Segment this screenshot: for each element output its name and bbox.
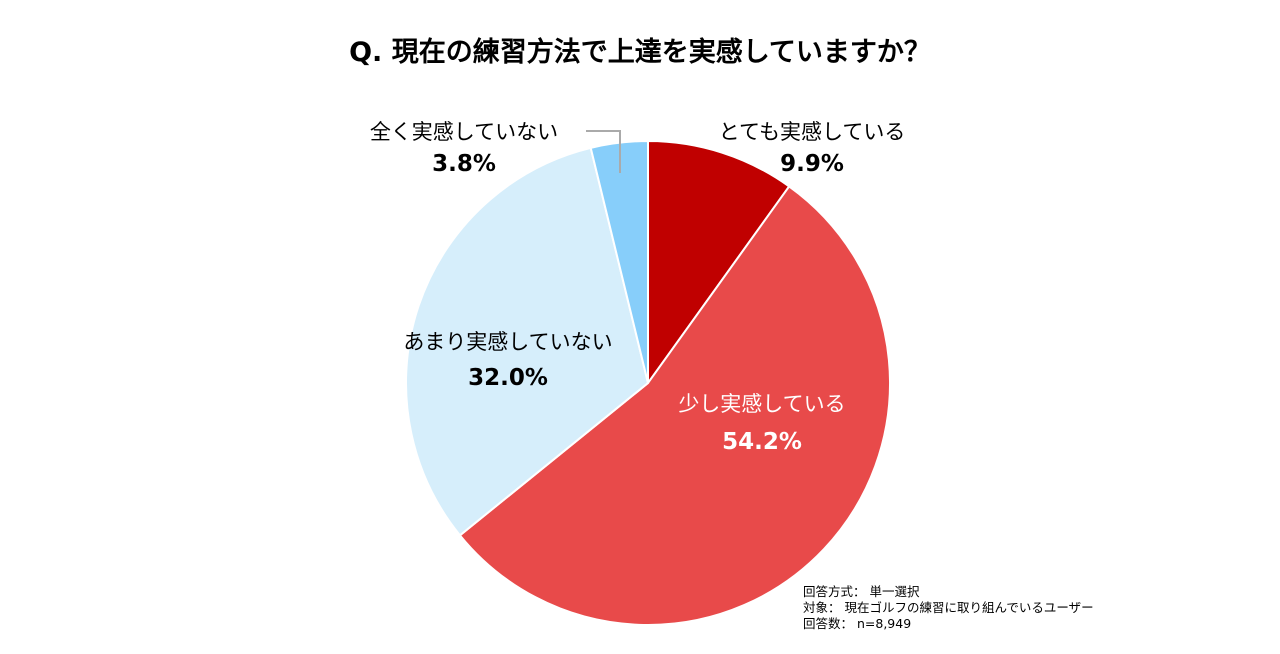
note-method: 回答方式： 単一選択 — [803, 584, 920, 599]
slice-value: 3.8% — [432, 151, 496, 177]
slice-name: とても実感している — [718, 120, 906, 144]
slice-name: あまり実感していない — [403, 330, 613, 354]
note-target: 対象： 現在ゴルフの練習に取り組んでいるユーザー — [803, 600, 1094, 615]
chart-title: Q. 現在の練習方法で上達を実感していますか？ — [349, 37, 931, 68]
slice-value: 54.2% — [722, 429, 802, 455]
slice-label-1: 少し実感している 54.2% — [678, 388, 845, 458]
slice-label-2: あまり実感していない 32.0% — [403, 326, 612, 394]
pie-slice-0 — [647, 139, 791, 387]
slice-label-3: 全く実感していない 3.8% — [370, 116, 558, 180]
note-count: 回答数： n=8,949 — [803, 616, 912, 631]
slice-value: 9.9% — [780, 151, 844, 177]
footnotes: 回答方式： 単一選択 対象： 現在ゴルフの練習に取り組んでいるユーザー 回答数：… — [803, 584, 1094, 632]
slice-name: 少し実感している — [678, 392, 846, 416]
slice-label-0: とても実感している 9.9% — [719, 116, 906, 180]
leader-line — [586, 130, 621, 173]
pie-slice-1 — [458, 185, 891, 626]
pie-slice-2 — [405, 146, 650, 537]
slice-value: 32.0% — [468, 365, 548, 391]
slice-name: 全く実感していない — [369, 120, 559, 144]
